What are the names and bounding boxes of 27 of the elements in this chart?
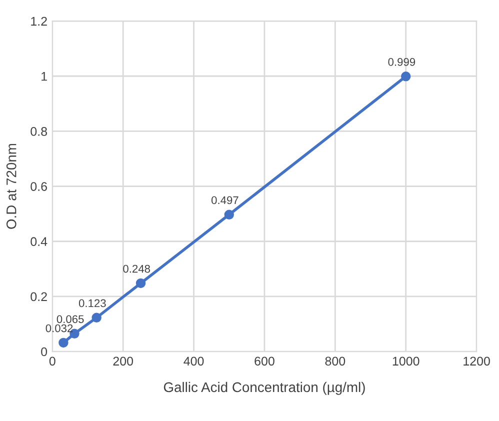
x-tick-label: 400	[184, 356, 204, 366]
point	[224, 210, 234, 220]
point	[92, 312, 102, 323]
point	[136, 278, 146, 288]
x-axis-title: Gallic Acid Concentration (µg/ml)	[164, 382, 365, 395]
data-label: 0.999	[388, 58, 416, 66]
x-tick-label: 0	[49, 356, 56, 366]
y-tick-label: 1	[42, 72, 47, 81]
x-tick-label: 600	[254, 356, 274, 366]
point	[400, 72, 411, 82]
y-tick-label: 0.6	[30, 182, 47, 191]
x-tick-label: 200	[113, 356, 134, 366]
x-tick-label: 800	[325, 356, 346, 366]
y-tick-label: 0	[41, 347, 48, 356]
data-label: 0.032	[46, 324, 73, 332]
y-tick-label: 0.2	[30, 292, 47, 302]
x-tick-label: 1200	[464, 356, 490, 366]
y-axis-title: O.D at 720nm	[6, 144, 16, 229]
data-label: 0.248	[123, 264, 150, 273]
y-tick-label: 0.4	[30, 237, 48, 246]
point	[58, 338, 68, 348]
data-label: 0.065	[56, 315, 84, 324]
data-label: 0.497	[211, 196, 238, 204]
data-label: 0.123	[78, 299, 106, 308]
x-tick-label: 1000	[392, 356, 420, 366]
y-tick-label: 1.2	[31, 16, 47, 26]
y-tick-label: 0.8	[30, 127, 47, 136]
